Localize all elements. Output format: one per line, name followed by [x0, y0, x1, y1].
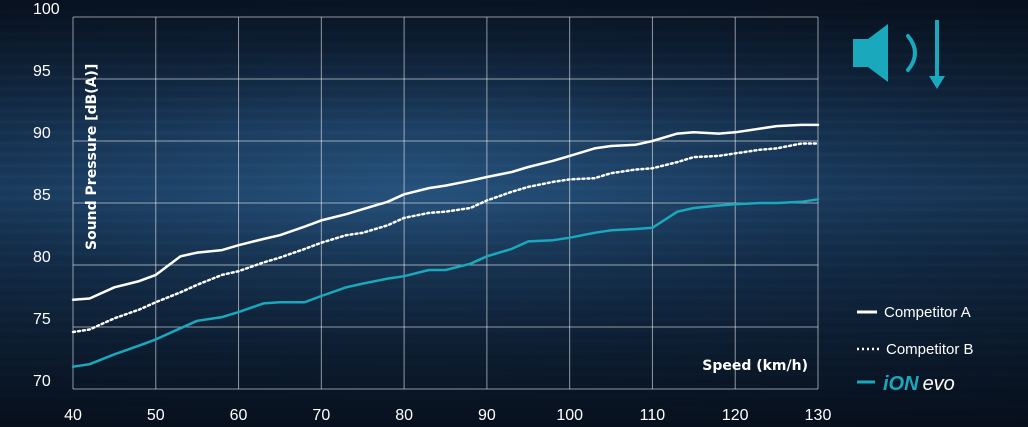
- grid: [72, 16, 819, 390]
- series-line-ion-evo: [71, 198, 820, 368]
- y-tick-label: 70: [33, 373, 51, 390]
- x-tick-label: 100: [556, 407, 583, 424]
- x-tick-label: 60: [230, 407, 248, 424]
- x-tick-label: 90: [478, 407, 496, 424]
- legend-item-competitor-b: Competitor B: [857, 341, 974, 358]
- y-axis-title: Sound Pressure [dB(A)]: [84, 64, 100, 250]
- series-line-competitor-a: [71, 123, 820, 301]
- axes: 40 50 60 70 80 90 100 110 120 130 70 75 80 85 90 95 100: [33, 1, 831, 424]
- legend-item-ion-evo: iON evo: [857, 373, 955, 395]
- legend: Competitor A Competitor B iON evo: [857, 304, 974, 395]
- x-tick-label: 110: [640, 407, 666, 424]
- y-tick-label: 75: [33, 311, 51, 328]
- y-tick-label: 90: [33, 125, 51, 142]
- x-tick-label: 120: [722, 407, 749, 424]
- x-tick-label: 50: [147, 407, 165, 424]
- y-tick-label: 100: [33, 1, 60, 18]
- x-tick-label: 70: [312, 407, 330, 424]
- x-tick-label: 80: [395, 407, 413, 424]
- legend-item-competitor-a: Competitor A: [857, 304, 971, 321]
- legend-label: Competitor B: [886, 341, 974, 358]
- y-tick-label: 80: [33, 249, 51, 266]
- x-tick-label: 130: [805, 407, 832, 424]
- y-tick-label: 85: [33, 187, 51, 204]
- ion-evo-logo: iON evo: [883, 373, 955, 395]
- series-group: [71, 123, 820, 368]
- legend-label: Competitor A: [884, 304, 971, 321]
- series-line-competitor-b: [71, 142, 820, 334]
- speaker-volume-down-icon: [853, 20, 945, 89]
- x-tick-label: 40: [64, 407, 82, 424]
- x-axis-title: Speed (km/h): [702, 358, 808, 374]
- y-tick-label: 95: [33, 63, 51, 80]
